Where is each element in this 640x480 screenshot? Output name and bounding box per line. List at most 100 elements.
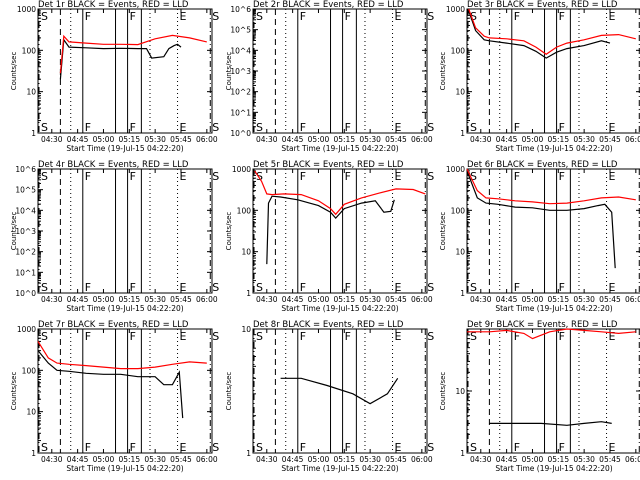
marker-label-bottom: F: [300, 281, 306, 294]
xtick-label: 05:30: [144, 135, 166, 144]
y-axis-label: Counts/sec: [225, 52, 233, 91]
xtick-label: 04:30: [470, 455, 492, 464]
marker-label-top: S: [470, 170, 477, 183]
series-events-line: [37, 350, 184, 419]
axis-frame: [466, 8, 640, 134]
y-axis-label: Counts/sec: [439, 52, 447, 91]
marker-label-bottom: F: [130, 121, 136, 134]
ytick-label: 100: [237, 206, 252, 215]
marker-label-top: F: [559, 330, 565, 343]
x-axis-label: Start Time (19-Jul-15 04:22:20): [495, 464, 612, 473]
marker-label-bottom: S: [41, 121, 48, 134]
xtick-label: 05:15: [118, 135, 140, 144]
y-axis-label: Counts/sec: [439, 212, 447, 251]
marker-label-bottom: F: [300, 441, 306, 454]
ytick-label: 10^2: [15, 248, 36, 257]
marker-label-bottom: F: [345, 281, 351, 294]
xtick-label: 05:00: [522, 295, 544, 304]
marker-label-top: E: [609, 330, 616, 343]
panel-title: Det 7r BLACK = Events, RED = LLD: [38, 320, 189, 330]
y-axis-label: Counts/sec: [225, 212, 233, 251]
series-events-line: [468, 10, 611, 59]
marker-label-bottom: E: [180, 281, 187, 294]
ytick-label: 10: [455, 387, 465, 396]
marker-label-top: F: [130, 10, 136, 23]
xtick-label: 05:00: [308, 455, 330, 464]
x-axis-label: Start Time (19-Jul-15 04:22:20): [281, 464, 398, 473]
panel-2: Det 2r BLACK = Events, RED = LLD 10^0 10^1…: [225, 0, 434, 153]
xtick-label: 05:45: [385, 135, 407, 144]
marker-label-top: F: [559, 170, 565, 183]
marker-label-bottom: S: [427, 121, 434, 134]
marker-label-bottom: F: [514, 281, 520, 294]
ytick-label: 10: [241, 325, 251, 334]
axis-frame: [37, 168, 213, 294]
marker-label-bottom: S: [256, 441, 263, 454]
xtick-label: 04:45: [282, 135, 304, 144]
xtick-label: 04:30: [256, 455, 278, 464]
series-events-line: [489, 421, 612, 426]
axis-frame: [466, 168, 640, 294]
marker-label-top: E: [395, 330, 402, 343]
marker-label-bottom: S: [212, 281, 219, 294]
xtick-label: 06:00: [411, 455, 433, 464]
xtick-label: 05:45: [599, 295, 621, 304]
marker-label-top: F: [559, 10, 565, 23]
y-axis-label: Counts/sec: [225, 372, 233, 411]
xtick-label: 05:15: [547, 135, 569, 144]
marker-label-top: S: [212, 170, 219, 183]
marker-label-bottom: S: [41, 441, 48, 454]
xtick-label: 04:30: [256, 135, 278, 144]
ytick-label: 1: [31, 449, 36, 458]
panel-5: Det 5r BLACK = Events, RED = LLD 1 10 100 10…: [225, 160, 434, 313]
xtick-label: 04:45: [67, 135, 89, 144]
xtick-label: 04:45: [496, 135, 518, 144]
xtick-label: 04:45: [282, 295, 304, 304]
series-lld-line: [37, 341, 207, 370]
ytick-label: 1: [246, 449, 251, 458]
marker-label-bottom: E: [609, 441, 616, 454]
marker-label-top: F: [300, 10, 306, 23]
ytick-label: 10^5: [230, 26, 251, 35]
marker-label-bottom: E: [609, 281, 616, 294]
xtick-label: 06:00: [625, 135, 640, 144]
ytick-label: 10^5: [15, 186, 36, 195]
panel-title: Det 6r BLACK = Events, RED = LLD: [467, 160, 618, 170]
xtick-label: 05:15: [547, 455, 569, 464]
xtick-label: 05:15: [333, 135, 355, 144]
ytick-label: 10: [455, 88, 465, 97]
x-axis-label: Start Time (19-Jul-15 04:22:20): [281, 304, 398, 313]
panel-9: Det 9r BLACK = Events, RED = LLD 1 10 Count…: [439, 320, 640, 473]
marker-label-bottom: E: [395, 441, 402, 454]
ytick-label: 10^2: [230, 88, 251, 97]
marker-label-top: S: [212, 10, 219, 23]
marker-label-bottom: F: [559, 441, 565, 454]
x-axis-label: Start Time (19-Jul-15 04:22:20): [66, 304, 183, 313]
axis-frame: [252, 8, 428, 134]
marker-label-bottom: S: [212, 441, 219, 454]
x-axis-label: Start Time (19-Jul-15 04:22:20): [495, 304, 612, 313]
marker-label-bottom: F: [85, 281, 91, 294]
marker-label-top: F: [130, 330, 136, 343]
marker-label-bottom: F: [130, 281, 136, 294]
panel-1: Det 1r BLACK = Events, RED = LLD 1 10 100 10…: [10, 0, 219, 153]
ytick-label: 100: [22, 366, 37, 375]
ytick-label: 10^4: [230, 46, 251, 55]
marker-label-top: S: [470, 10, 477, 23]
marker-label-bottom: S: [41, 281, 48, 294]
panel-3: Det 3r BLACK = Events, RED = LLD 1 10 100 10…: [439, 0, 640, 153]
panel-title: Det 8r BLACK = Events, RED = LLD: [253, 320, 404, 330]
ytick-label: 10^1: [230, 108, 251, 117]
xtick-label: 05:45: [170, 295, 192, 304]
marker-label-bottom: F: [85, 121, 91, 134]
marker-label-bottom: F: [559, 121, 565, 134]
marker-label-top: E: [395, 170, 402, 183]
xtick-label: 06:00: [625, 295, 640, 304]
xtick-label: 06:00: [196, 295, 218, 304]
series-lld-line: [468, 8, 636, 56]
marker-label-top: S: [41, 330, 48, 343]
xtick-label: 04:30: [41, 295, 63, 304]
panel-title: Det 4r BLACK = Events, RED = LLD: [38, 160, 189, 170]
xtick-label: 05:45: [385, 455, 407, 464]
